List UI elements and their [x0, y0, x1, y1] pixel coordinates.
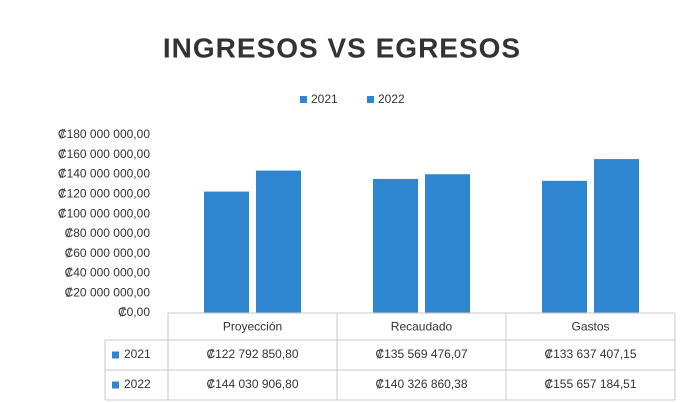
table-legend-swatch [112, 351, 119, 359]
legend-label: 2022 [378, 92, 405, 106]
table-cell: ₡135 569 476,07 [375, 347, 467, 361]
table-legend-swatch [112, 381, 119, 389]
bar [542, 180, 587, 313]
y-tick-label: ₡140 000 000,00 [58, 167, 150, 181]
legend-label: 2021 [311, 92, 338, 106]
legend-swatch [300, 96, 307, 103]
y-tick-label: ₡160 000 000,00 [58, 147, 150, 161]
chart-title: INGRESOS VS EGRESOS [163, 32, 521, 63]
y-tick-label: ₡20 000 000,00 [65, 285, 151, 299]
y-tick-label: ₡180 000 000,00 [58, 127, 150, 141]
table-cell: ₡144 030 906,80 [206, 377, 298, 391]
table-row-label: 2022 [124, 377, 151, 391]
table-cell: ₡155 657 184,51 [544, 377, 636, 391]
y-tick-label: ₡0,00 [118, 305, 150, 319]
table-row-label: 2021 [124, 347, 151, 361]
x-tick-label: Recaudado [391, 320, 453, 334]
bar [425, 174, 470, 313]
table-cell: ₡133 637 407,15 [544, 347, 636, 361]
bar [594, 159, 639, 313]
x-tick-label: Gastos [571, 320, 609, 334]
table-cell: ₡140 326 860,38 [375, 377, 467, 391]
y-tick-label: ₡100 000 000,00 [58, 206, 150, 220]
y-tick-label: ₡40 000 000,00 [65, 266, 151, 280]
y-tick-label: ₡120 000 000,00 [58, 187, 150, 201]
legend-swatch [367, 96, 374, 103]
y-tick-label: ₡60 000 000,00 [65, 246, 151, 260]
bar [256, 170, 301, 313]
table-cell: ₡122 792 850,80 [206, 347, 298, 361]
x-tick-label: Proyección [223, 320, 282, 334]
bar [204, 191, 249, 313]
y-tick-label: ₡80 000 000,00 [65, 226, 151, 240]
bar [373, 178, 418, 313]
